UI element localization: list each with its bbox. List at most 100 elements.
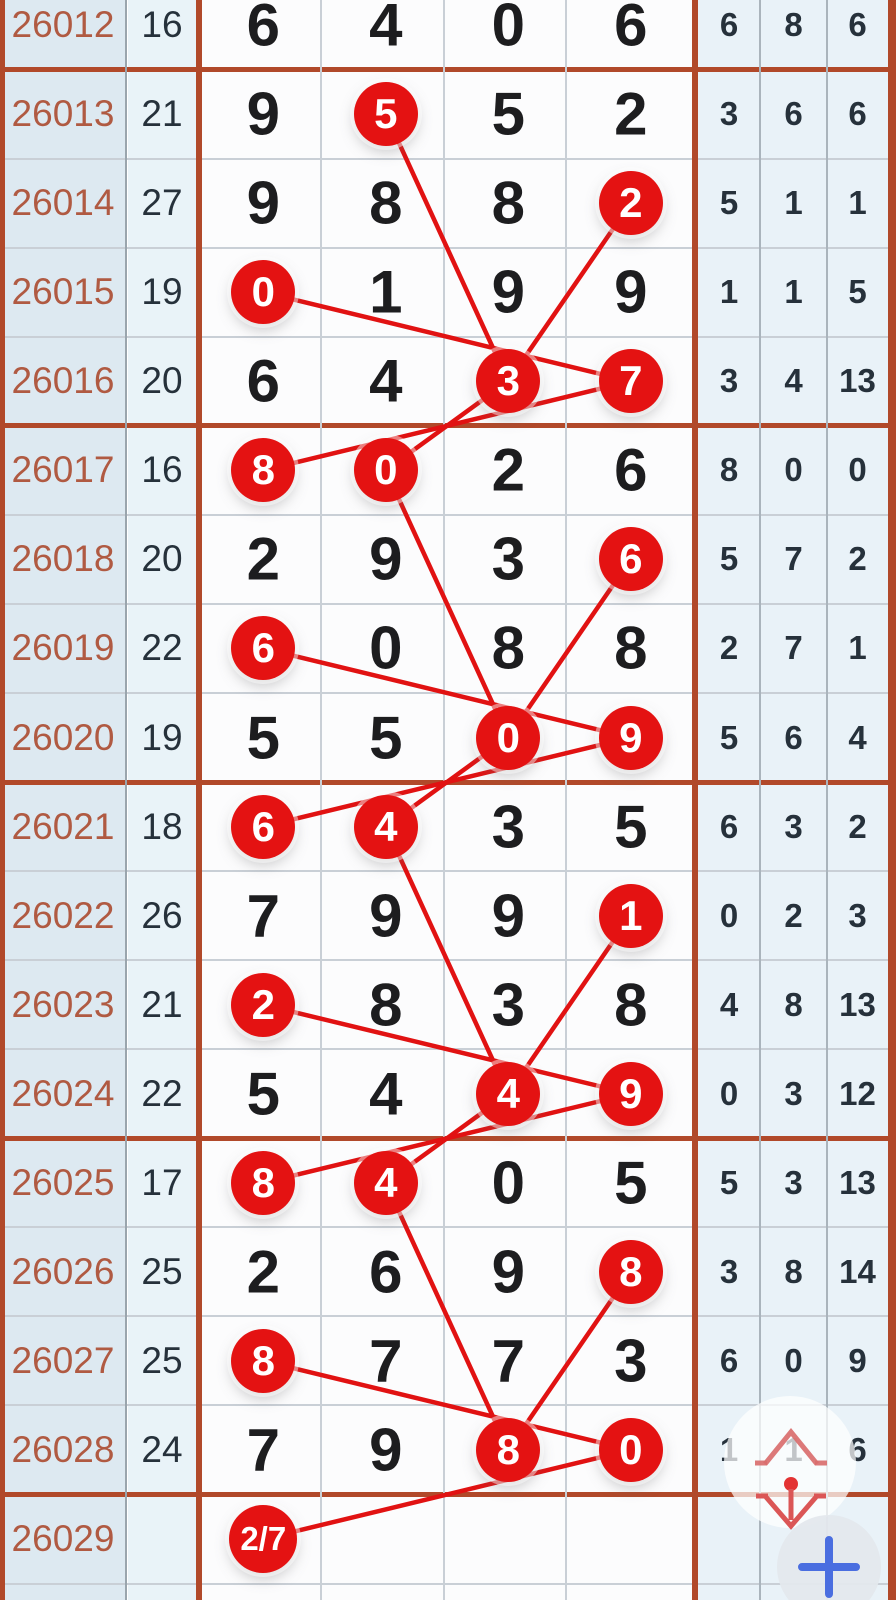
digit-cell: 6 xyxy=(369,1238,403,1306)
circled-digit: 9 xyxy=(598,705,663,770)
stat-cell: 5 xyxy=(719,540,739,578)
main-col-separator xyxy=(565,0,567,1600)
digit-cell: 2 xyxy=(614,80,648,148)
sum-cell: 20 xyxy=(141,538,183,580)
row-border xyxy=(0,1582,896,1585)
circled-digit: 8 xyxy=(598,1239,663,1304)
digit-cell: 2 xyxy=(491,436,525,504)
stat-cell: 6 xyxy=(784,718,803,756)
circled-digit: 4 xyxy=(476,1061,541,1126)
group-border xyxy=(0,779,896,785)
digit-cell: 5 xyxy=(614,793,648,861)
digit-cell: 6 xyxy=(614,0,648,59)
stat-cell: 3 xyxy=(784,1074,803,1112)
period-cell: 26028 xyxy=(11,1428,115,1470)
stat-cell: 6 xyxy=(784,95,803,133)
stat-cell: 3 xyxy=(784,807,803,845)
stat-cell: 5 xyxy=(719,718,739,756)
digit-cell: 8 xyxy=(491,614,525,682)
stat-cell: 12 xyxy=(839,1074,876,1112)
stat-cell: 8 xyxy=(719,451,739,489)
period-cell: 26024 xyxy=(11,1072,115,1114)
stat-cell: 4 xyxy=(848,718,867,756)
digit-cell: 5 xyxy=(246,1060,280,1128)
stat-cell: 13 xyxy=(839,362,876,400)
stat-cell: 3 xyxy=(719,1252,739,1290)
digit-cell: 3 xyxy=(491,525,525,593)
stat-cell: 13 xyxy=(839,1163,876,1201)
circled-digit: 6 xyxy=(231,616,296,681)
circled-digit: 5 xyxy=(353,82,418,147)
sum-cell: 21 xyxy=(141,93,183,135)
digit-cell: 7 xyxy=(491,1327,525,1395)
scroll-top-bottom-button[interactable] xyxy=(724,1396,856,1528)
digit-cell: 3 xyxy=(491,971,525,1039)
stat-cell: 1 xyxy=(848,184,867,222)
row-border xyxy=(0,1226,896,1229)
stat-cell: 8 xyxy=(784,6,803,44)
digit-cell: 7 xyxy=(369,1327,403,1395)
circled-digit: 8 xyxy=(476,1417,541,1482)
period-cell: 26019 xyxy=(11,627,115,669)
circled-digit: 2 xyxy=(598,171,663,236)
period-cell: 26016 xyxy=(11,360,115,402)
stat-cell: 9 xyxy=(848,1341,867,1379)
stat-cell: 5 xyxy=(848,273,867,311)
circled-digit: 8 xyxy=(231,1150,296,1215)
sum-column-bg xyxy=(128,0,196,1600)
digit-cell: 9 xyxy=(369,525,403,593)
period-column-bg xyxy=(0,0,126,1600)
sum-cell: 20 xyxy=(141,360,183,402)
group-border xyxy=(0,67,896,73)
digit-cell: 9 xyxy=(491,1238,525,1306)
digit-cell: 9 xyxy=(491,258,525,326)
period-cell: 26017 xyxy=(11,449,115,491)
circled-digit: 2 xyxy=(231,972,296,1037)
digit-cell: 8 xyxy=(491,169,525,237)
sum-cell: 21 xyxy=(141,983,183,1025)
sum-cell: 24 xyxy=(141,1428,183,1470)
stat-cell: 0 xyxy=(848,451,867,489)
stat-cell: 13 xyxy=(839,985,876,1023)
digit-cell: 8 xyxy=(369,169,403,237)
stat-cell: 5 xyxy=(719,1163,739,1201)
sum-cell: 22 xyxy=(141,627,183,669)
stat-cell: 3 xyxy=(848,896,867,934)
digit-cell: 5 xyxy=(614,1149,648,1217)
stat-cell: 0 xyxy=(784,451,803,489)
period-cell: 26015 xyxy=(11,271,115,313)
stat-cell: 6 xyxy=(719,1341,739,1379)
circled-digit: 9 xyxy=(598,1061,663,1126)
stat-cell: 5 xyxy=(719,184,739,222)
stat-cell: 6 xyxy=(719,807,739,845)
main-col-separator xyxy=(443,0,445,1600)
stat-cell: 3 xyxy=(784,1163,803,1201)
sum-cell: 16 xyxy=(141,449,183,491)
sum-cell: 25 xyxy=(141,1339,183,1381)
stat-cell: 2 xyxy=(848,807,867,845)
digit-cell: 8 xyxy=(614,614,648,682)
stat-cell: 0 xyxy=(719,1074,739,1112)
stat-cell: 1 xyxy=(848,629,867,667)
circled-digit: 0 xyxy=(353,438,418,503)
stat-cell: 2 xyxy=(848,540,867,578)
digit-cell: 4 xyxy=(369,0,403,59)
row-border xyxy=(0,157,896,160)
period-cell: 26023 xyxy=(11,983,115,1025)
digit-cell: 5 xyxy=(246,704,280,771)
period-cell: 26026 xyxy=(11,1250,115,1292)
period-cell: 26012 xyxy=(11,4,115,46)
row-border xyxy=(0,959,896,962)
stat-cell: 7 xyxy=(784,629,803,667)
circled-digit: 8 xyxy=(231,438,296,503)
period-cell: 26018 xyxy=(11,538,115,580)
digit-cell: 9 xyxy=(491,882,525,950)
stat-cell: 0 xyxy=(784,1341,803,1379)
group-border xyxy=(0,1135,896,1141)
stat-cell: 6 xyxy=(848,6,867,44)
stats-col-separator xyxy=(759,0,761,1600)
stat-cell: 3 xyxy=(719,95,739,133)
sum-cell: 27 xyxy=(141,182,183,224)
stat-cell: 4 xyxy=(784,362,803,400)
digit-cell: 5 xyxy=(491,80,525,148)
